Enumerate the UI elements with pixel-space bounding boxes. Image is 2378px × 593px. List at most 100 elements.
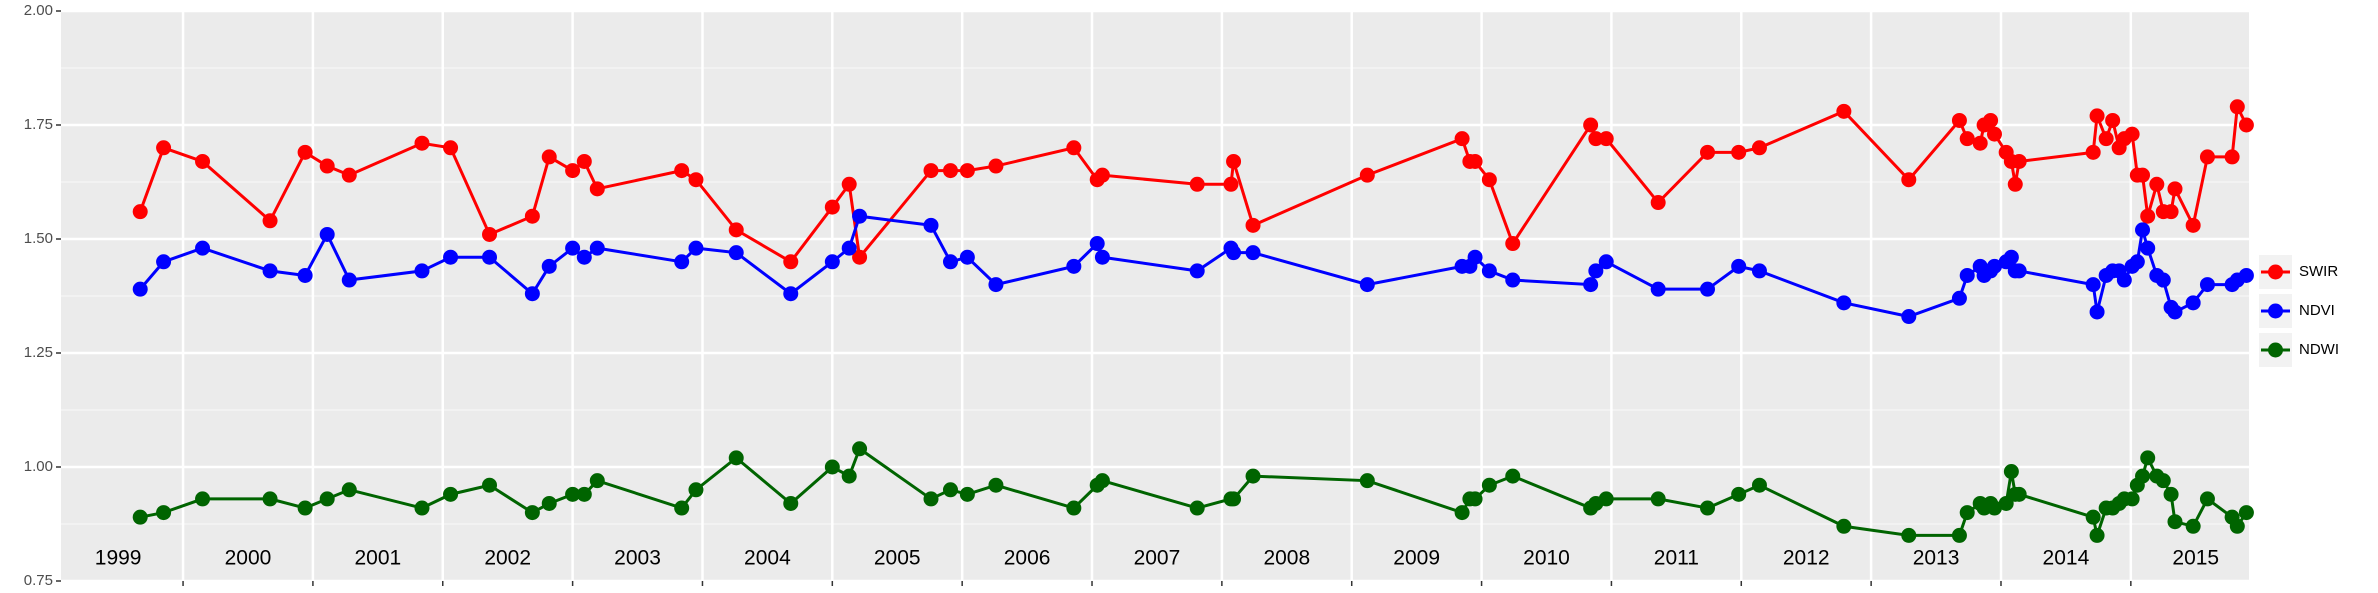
data-point (2229, 518, 2245, 534)
data-point (2199, 149, 2215, 165)
data-point (2167, 304, 2183, 320)
data-point (1751, 263, 1767, 279)
data-point (589, 240, 605, 256)
data-point (414, 500, 430, 516)
data-point (541, 258, 557, 274)
data-point (262, 263, 278, 279)
data-point (1189, 500, 1205, 516)
data-point (319, 158, 335, 174)
data-point (1951, 290, 1967, 306)
data-point (1481, 477, 1497, 493)
data-point (1700, 500, 1716, 516)
year-label: 1999 (95, 547, 142, 570)
data-point (2238, 267, 2254, 283)
data-point (1986, 126, 2002, 142)
data-point (2155, 272, 2171, 288)
year-label: 2014 (2043, 547, 2090, 570)
data-point (1245, 468, 1261, 484)
data-point (2105, 112, 2121, 128)
data-point (824, 459, 840, 475)
data-point (341, 167, 357, 183)
data-point (1505, 236, 1521, 252)
data-point (2163, 486, 2179, 502)
legend-label: SWIR (2299, 263, 2338, 280)
data-point (2140, 240, 2156, 256)
data-point (2140, 450, 2156, 466)
data-point (319, 226, 335, 242)
data-point (2238, 505, 2254, 521)
data-point (1700, 281, 1716, 297)
data-point (728, 450, 744, 466)
data-point (2135, 468, 2151, 484)
data-point (1066, 258, 1082, 274)
data-point (262, 213, 278, 229)
year-label: 2008 (1263, 547, 1310, 570)
data-point (1245, 217, 1261, 233)
data-point (959, 249, 975, 265)
data-point (2185, 518, 2201, 534)
data-point (1189, 176, 1205, 192)
data-point (1588, 131, 1604, 147)
data-point (942, 254, 958, 270)
data-point (2007, 176, 2023, 192)
data-point (1986, 258, 2002, 274)
data-point (852, 208, 868, 224)
data-point (524, 505, 540, 521)
data-point (942, 482, 958, 498)
data-point (132, 281, 148, 297)
year-label: 2005 (874, 547, 921, 570)
data-point (1751, 140, 1767, 156)
data-point (2229, 99, 2245, 115)
data-point (1505, 468, 1521, 484)
data-point (1951, 112, 1967, 128)
data-point (841, 240, 857, 256)
data-point (195, 240, 211, 256)
data-point (824, 254, 840, 270)
data-point (728, 245, 744, 261)
data-point (1583, 277, 1599, 293)
data-point (1359, 277, 1375, 293)
data-point (2011, 486, 2027, 502)
data-point (443, 249, 459, 265)
data-point (2167, 514, 2183, 530)
data-point (852, 441, 868, 457)
data-point (2085, 144, 2101, 160)
data-point (1454, 131, 1470, 147)
year-label: 2009 (1393, 547, 1440, 570)
data-point (2089, 304, 2105, 320)
data-point (524, 208, 540, 224)
year-label: 2003 (614, 547, 661, 570)
data-point (688, 240, 704, 256)
data-point (1094, 167, 1110, 183)
data-point (783, 286, 799, 302)
data-point (297, 500, 313, 516)
data-point (297, 144, 313, 160)
data-point (674, 163, 690, 179)
data-point (1223, 176, 1239, 192)
data-point (1089, 236, 1105, 252)
y-tick-label: 1.00 (24, 458, 53, 475)
data-point (2199, 491, 2215, 507)
data-point (1972, 135, 1988, 151)
data-point (923, 491, 939, 507)
data-point (1959, 131, 1975, 147)
data-point (2224, 149, 2240, 165)
data-point (1598, 131, 1614, 147)
data-point (1359, 473, 1375, 489)
data-point (1467, 153, 1483, 169)
data-point (1189, 263, 1205, 279)
data-point (1700, 144, 1716, 160)
data-point (1226, 245, 1242, 261)
data-point (2089, 108, 2105, 124)
data-point (688, 172, 704, 188)
data-point (1598, 254, 1614, 270)
data-point (2155, 473, 2171, 489)
data-point (341, 272, 357, 288)
data-point (1959, 267, 1975, 283)
data-point (1454, 505, 1470, 521)
data-point (1836, 295, 1852, 311)
data-point (1901, 172, 1917, 188)
data-point (297, 267, 313, 283)
data-point (565, 486, 581, 502)
